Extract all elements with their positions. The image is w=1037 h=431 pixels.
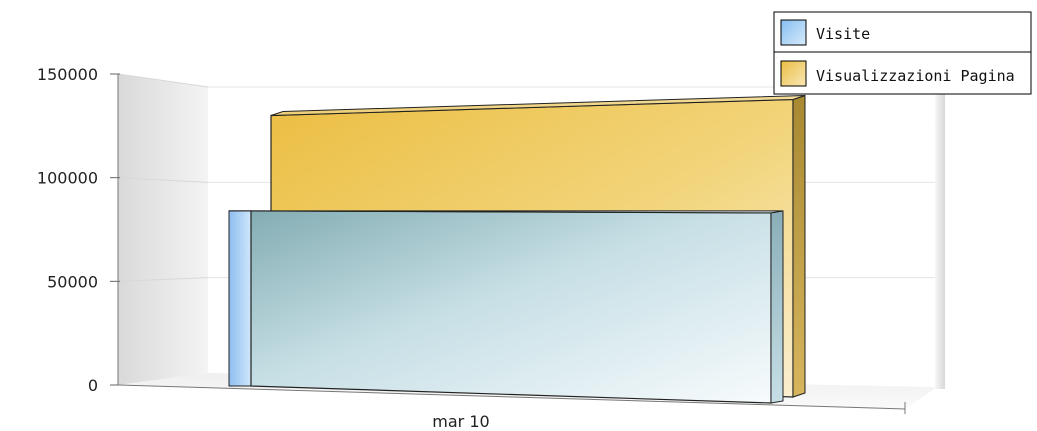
legend-label-visite: Visite xyxy=(816,25,870,43)
tick-labels: 0 50000 100000 150000 mar 10 xyxy=(37,65,490,431)
bar-visualizzazioni-pagina-top xyxy=(270,94,806,116)
legend: Visite Visualizzazioni Pagina xyxy=(773,11,1032,95)
left-wall xyxy=(118,74,208,385)
y-tick-label-2: 100000 xyxy=(37,169,98,188)
legend-box xyxy=(773,11,1032,95)
y-tick-label-3: 150000 xyxy=(37,65,98,84)
legend-swatch-visite xyxy=(780,19,807,46)
side-gridline-1 xyxy=(117,277,209,282)
legend-swatch-visualizzazioni-pagina xyxy=(780,60,807,87)
bar-visite-left-side xyxy=(228,210,252,387)
bar-visualizzazioni-pagina-side xyxy=(792,94,806,398)
y-tick-label-0: 0 xyxy=(88,376,98,395)
x-axis xyxy=(117,384,906,410)
axes xyxy=(110,73,906,414)
x-tick-label-0: mar 10 xyxy=(432,412,489,431)
bar-visite-front xyxy=(250,210,772,404)
right-wall xyxy=(935,87,945,389)
side-gridline-2 xyxy=(117,177,209,183)
legend-label-visualizzazioni-pagina: Visualizzazioni Pagina xyxy=(816,67,1015,85)
y-tick-label-1: 50000 xyxy=(47,272,98,291)
bar-visite-top xyxy=(229,210,784,214)
side-gridline-3 xyxy=(117,73,209,88)
bars xyxy=(228,94,806,404)
bar-visite-side xyxy=(770,210,784,404)
